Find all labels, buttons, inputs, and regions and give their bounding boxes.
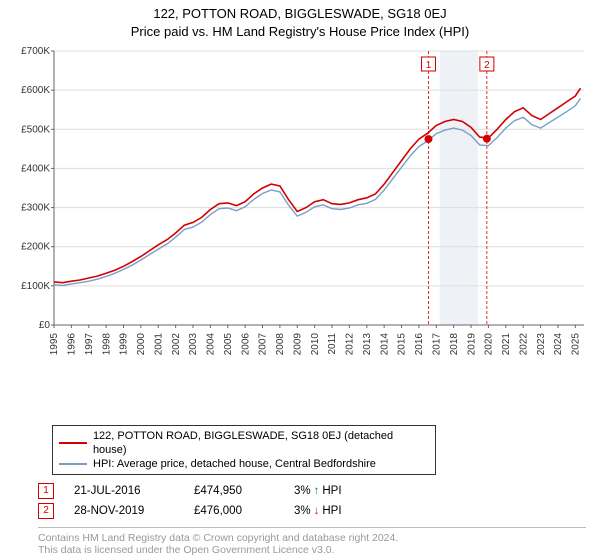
sale-arrow-icon: ↓: [314, 505, 320, 517]
sale-price: £474,950: [194, 485, 274, 497]
x-tick-label: 1999: [119, 333, 130, 356]
legend-swatch-property: [59, 442, 87, 444]
legend-row-property: 122, POTTON ROAD, BIGGLESWADE, SG18 0EJ …: [59, 429, 429, 457]
x-tick-label: 2019: [466, 333, 477, 356]
sale-price: £476,000: [194, 505, 274, 517]
x-tick-label: 2024: [553, 333, 564, 356]
sale-row: 1 21-JUL-2016 £474,950 3% ↑ HPI: [38, 483, 592, 499]
line-chart-svg: £0 £100K £200K £300K £400K £500K £600K £700K 199…: [8, 45, 592, 385]
sales-table: 1 21-JUL-2016 £474,950 3% ↑ HPI 2 28-NOV-2019…: [38, 479, 592, 523]
legend-row-hpi: HPI: Average price, detached house, Cent…: [59, 457, 429, 471]
x-tick-label: 2016: [414, 333, 425, 356]
y-tick-label: £500K: [21, 124, 50, 135]
x-tick-label: 2025: [571, 333, 582, 356]
sale-label-text: 2: [484, 60, 490, 71]
sale-pct: 3% ↓ HPI: [294, 505, 384, 517]
x-tick-label: 1995: [49, 333, 60, 356]
x-tick-label: 2004: [206, 333, 217, 356]
x-tick-label: 2011: [327, 333, 338, 355]
legend-label-property: 122, POTTON ROAD, BIGGLESWADE, SG18 0EJ …: [93, 429, 429, 457]
y-tick-label: £200K: [21, 242, 50, 253]
x-tick-label: 2000: [136, 333, 147, 356]
sale-dot: [424, 135, 432, 143]
title-subtitle: Price paid vs. HM Land Registry's House …: [8, 24, 592, 39]
sale-arrow-icon: ↑: [314, 485, 320, 497]
legend: 122, POTTON ROAD, BIGGLESWADE, SG18 0EJ …: [52, 425, 436, 475]
sale-date: 28-NOV-2019: [74, 505, 174, 517]
chart-titles: 122, POTTON ROAD, BIGGLESWADE, SG18 0EJ …: [8, 6, 592, 45]
sale-marker: 2: [38, 503, 54, 519]
x-tick-label: 2022: [518, 333, 529, 356]
x-tick-label: 1996: [67, 333, 78, 356]
x-tick-label: 2012: [345, 333, 356, 356]
sale-marker: 1: [38, 483, 54, 499]
y-tick-label: £0: [39, 320, 51, 331]
footer-attribution: Contains HM Land Registry data © Crown c…: [38, 527, 586, 556]
x-tick-label: 2023: [536, 333, 547, 356]
x-tick-label: 2007: [258, 333, 269, 356]
x-tick-label: 2018: [449, 333, 460, 356]
footer-line2: This data is licensed under the Open Gov…: [38, 544, 586, 556]
x-tick-label: 2013: [362, 333, 373, 356]
x-tick-label: 2006: [240, 333, 251, 356]
x-tick-label: 2021: [501, 333, 512, 356]
x-tick-label: 2010: [310, 333, 321, 356]
y-tick-label: £600K: [21, 85, 50, 96]
sale-pct: 3% ↑ HPI: [294, 485, 384, 497]
legend-label-hpi: HPI: Average price, detached house, Cent…: [93, 457, 376, 471]
x-tick-label: 2002: [171, 333, 182, 356]
legend-swatch-hpi: [59, 463, 87, 465]
sale-label-text: 1: [426, 60, 432, 71]
sale-dot: [483, 135, 491, 143]
x-tick-label: 2009: [292, 333, 303, 356]
x-tick-label: 2003: [188, 333, 199, 356]
x-tick-label: 1997: [84, 333, 95, 356]
x-tick-label: 1998: [101, 333, 112, 356]
x-tick-label: 2005: [223, 333, 234, 356]
title-address: 122, POTTON ROAD, BIGGLESWADE, SG18 0EJ: [8, 6, 592, 21]
sale-row: 2 28-NOV-2019 £476,000 3% ↓ HPI: [38, 503, 592, 519]
x-tick-label: 2001: [153, 333, 164, 356]
chart-area: £0 £100K £200K £300K £400K £500K £600K £700K 199…: [8, 45, 592, 421]
footer-line1: Contains HM Land Registry data © Crown c…: [38, 532, 586, 544]
sale-date: 21-JUL-2016: [74, 485, 174, 497]
x-tick-label: 2017: [431, 333, 442, 356]
x-tick-label: 2014: [379, 333, 390, 356]
x-tick-label: 2020: [484, 333, 495, 356]
x-tick-label: 2015: [397, 333, 408, 356]
y-tick-label: £400K: [21, 163, 50, 174]
y-tick-label: £100K: [21, 281, 50, 292]
y-tick-label: £700K: [21, 46, 50, 57]
x-tick-label: 2008: [275, 333, 286, 356]
y-tick-label: £300K: [21, 203, 50, 214]
